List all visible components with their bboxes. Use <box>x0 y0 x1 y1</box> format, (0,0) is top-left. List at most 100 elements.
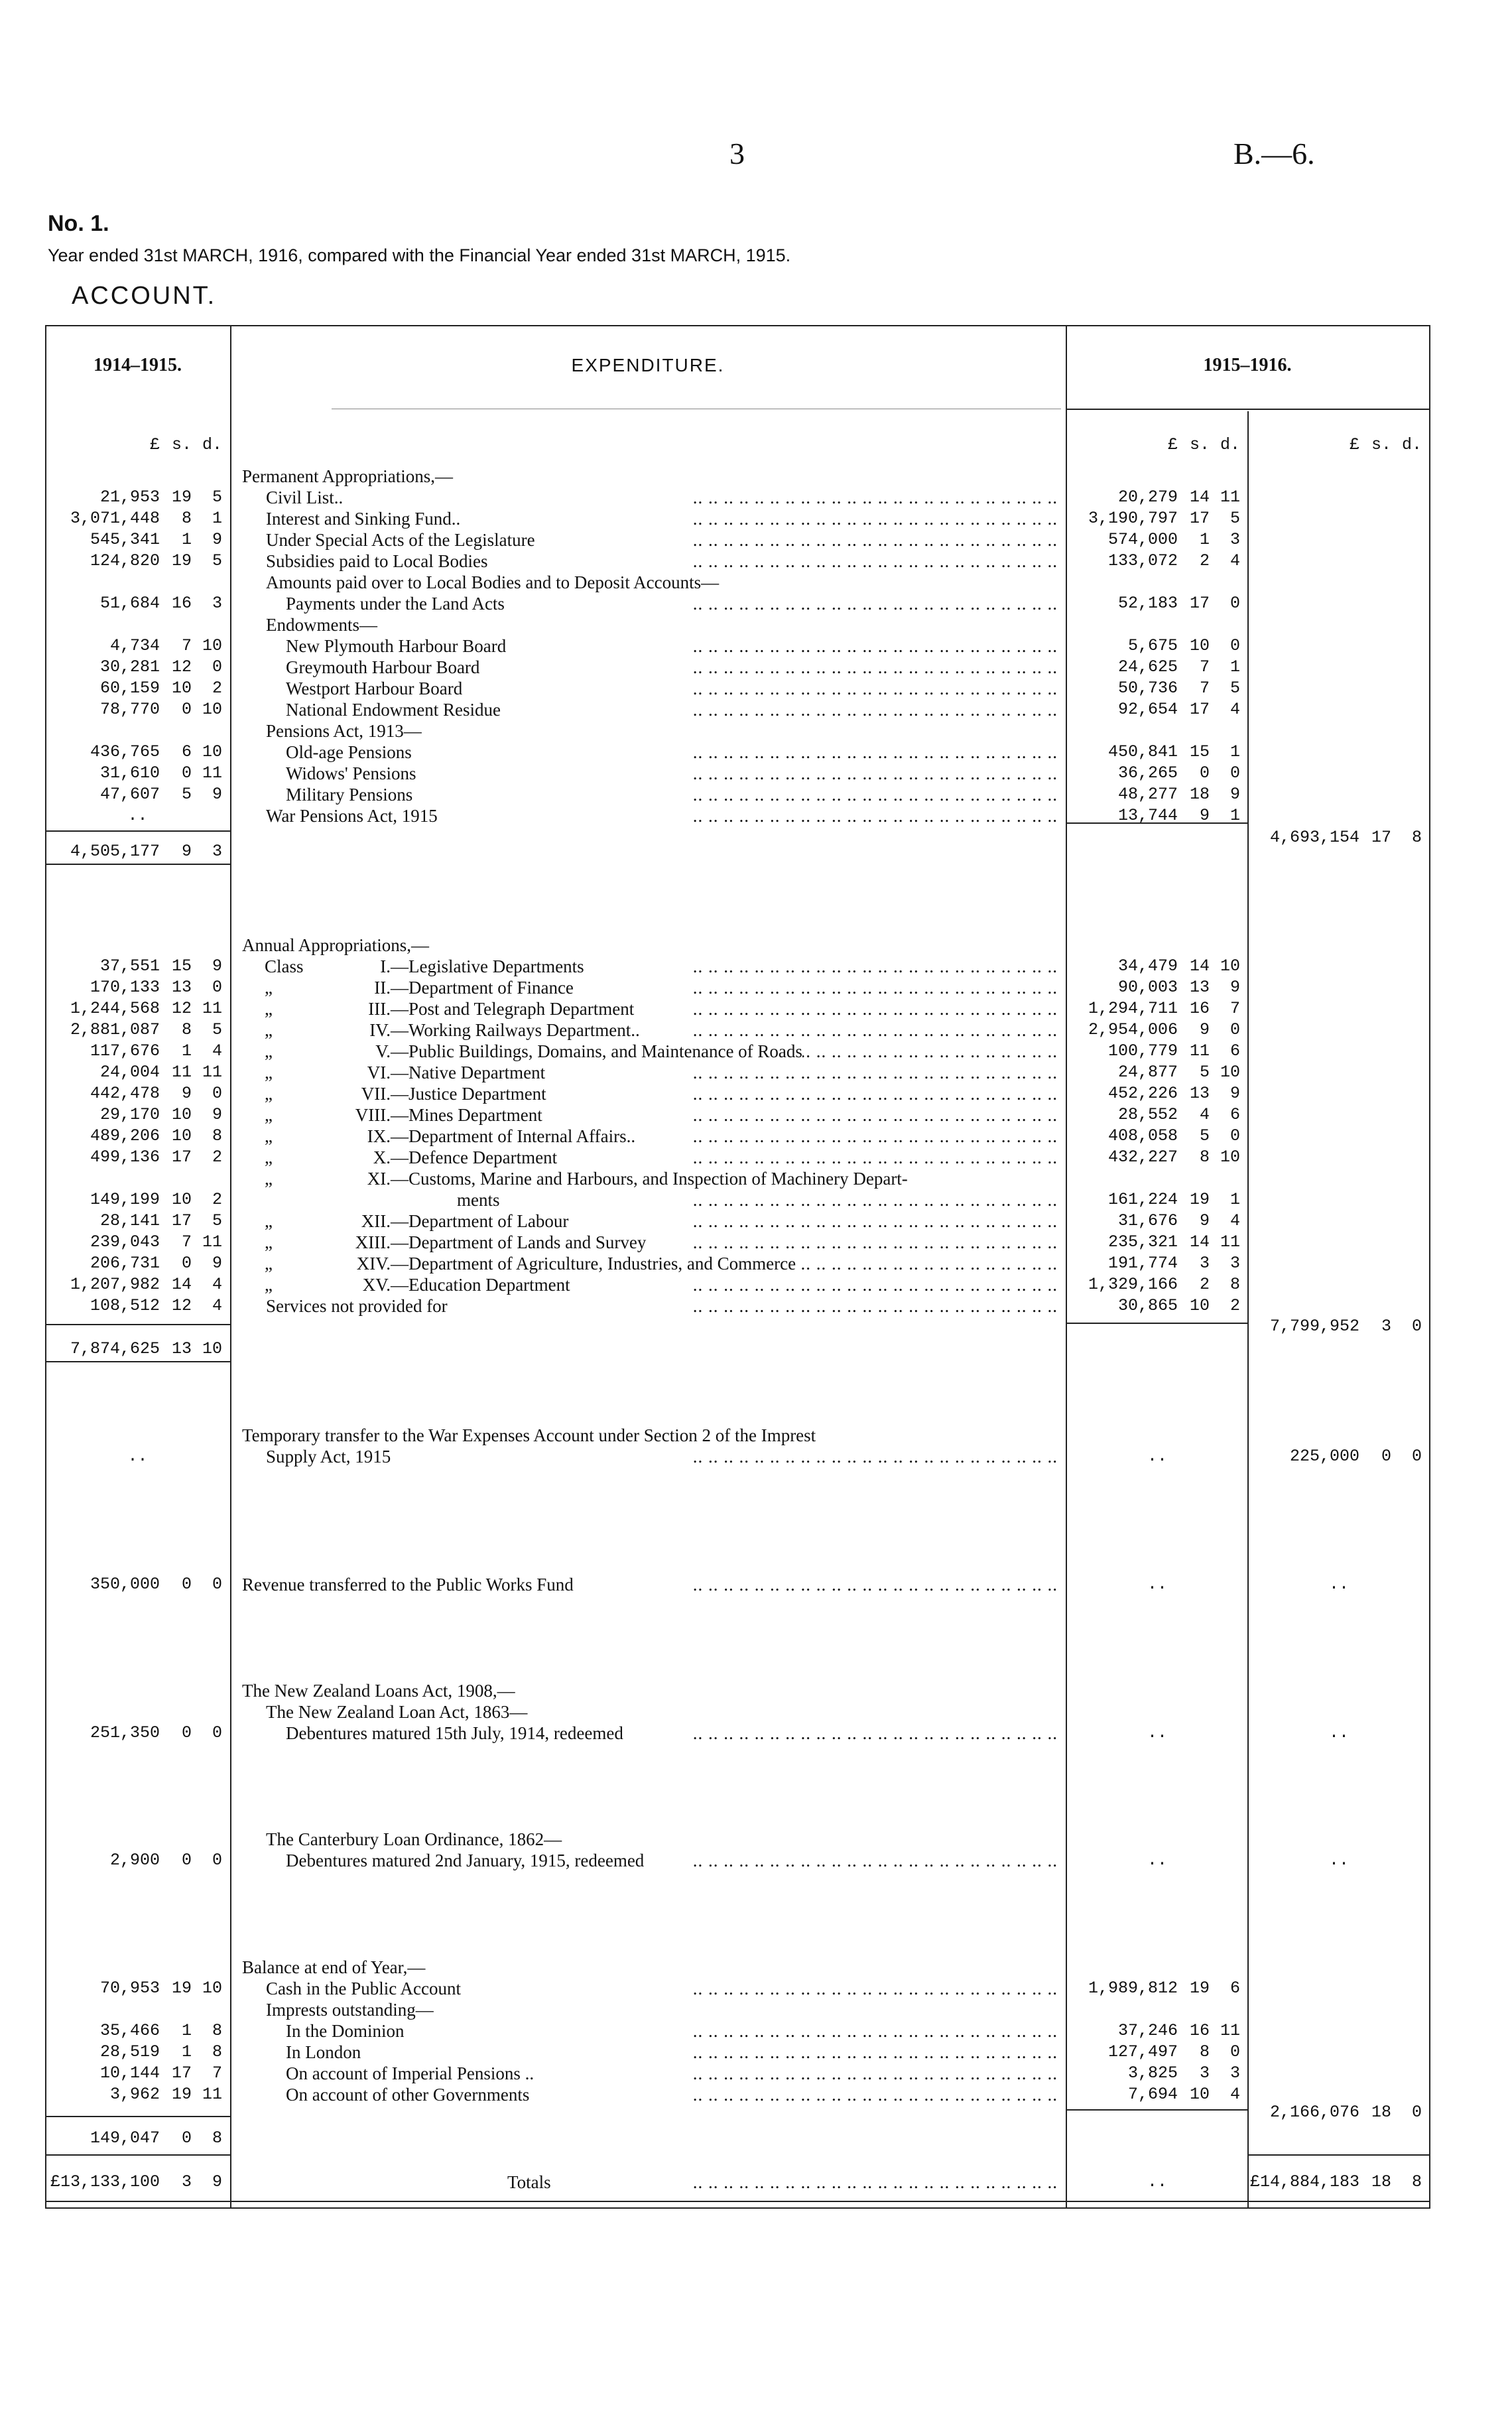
amount-pence: 0 <box>1411 1447 1422 1466</box>
amount-1914-1915: 206,731 0 9 <box>46 1253 229 1274</box>
amount-pounds: 2,900 <box>109 1851 160 1870</box>
amount-pence: 9 <box>212 2172 222 2191</box>
amount-pence: 11 <box>202 1232 222 1252</box>
amount-shillings: 0 <box>181 1575 192 1594</box>
row-label: —Defence Department <box>391 1147 558 1167</box>
pound-label: £ <box>1349 435 1359 454</box>
row-description: Civil List.. .. .. .. .. .. .. .. .. .. .… <box>242 487 1058 508</box>
dot-leader: .. .. .. .. .. .. .. .. .. .. .. .. .. .… <box>692 956 1058 976</box>
amount-pounds: 5,675 <box>1127 636 1178 655</box>
amount-pounds: £14,884,183 <box>1249 2172 1359 2191</box>
row-description: Old-age Pensions .. .. .. .. .. .. .. .. … <box>242 742 1058 763</box>
amount-1915-1916: 24,625 7 1 <box>1068 657 1247 678</box>
row-description: „ II. —Department of Finance .. .. .. .. ..… <box>242 977 1058 998</box>
amount-pounds: 37,246 <box>1117 2021 1178 2040</box>
pound-label: £ <box>149 435 160 454</box>
amount-pounds: 235,321 <box>1107 1232 1178 1252</box>
dot-leader: .. .. .. .. .. .. .. .. .. .. .. .. .. .… <box>692 978 1058 998</box>
amount-shillings: 9 <box>1199 1020 1210 1039</box>
amount-1914-1915: 3,962 19 11 <box>46 2084 229 2105</box>
table-row: 37,551 15 9 Class I. —Legislative Departments… <box>0 956 1512 977</box>
amount-shillings: 1 <box>181 1041 192 1061</box>
table-row: Amounts paid over to Local Bodies and to… <box>0 572 1512 593</box>
divider-cur-total <box>1247 411 1249 2209</box>
amount-shillings: 14 <box>1189 1232 1210 1252</box>
class-prefix: „ <box>265 999 273 1019</box>
amount-pence: 5 <box>212 551 222 570</box>
amount-pence: 0 <box>1229 1020 1240 1039</box>
amount-pence: 3 <box>212 594 222 613</box>
amount-pence: 11 <box>1220 488 1240 507</box>
amount-shillings: 1 <box>181 2021 192 2040</box>
amount-pence: 0 <box>1229 1126 1240 1145</box>
row-description: On account of Imperial Pensions .. .. .. … <box>242 2063 1058 2084</box>
table-row: 28,519 1 8 In London .. .. .. .. .. .. .. ..… <box>0 2042 1512 2063</box>
amount-pence: 10 <box>202 1339 222 1358</box>
class-prefix: „ <box>265 1254 273 1273</box>
amount-shillings: 16 <box>171 594 192 613</box>
amount-pence: 4 <box>212 1296 222 1315</box>
table-row: .. Supply Act, 1915.. .. .. .. .. .. .. .… <box>0 1446 1512 1467</box>
amount-pence: 2 <box>1229 1296 1240 1315</box>
table-row: 60,159 10 2 Westport Harbour Board .. .. .. … <box>0 678 1512 699</box>
table-right-border <box>1429 325 1430 2209</box>
amount-shillings: 0 <box>1199 763 1210 783</box>
row-label: Revenue transferred to the Public Works … <box>242 1575 574 1595</box>
amount-pounds: 35,466 <box>99 2021 160 2040</box>
amount-1914-1915: 239,043 7 11 <box>46 1232 229 1253</box>
amount-1914-1915: 35,466 1 8 <box>46 2020 229 2042</box>
amount-pounds: 4,734 <box>109 636 160 655</box>
bottom-double-rule <box>45 2201 1429 2202</box>
total-1915-1916: .. <box>1249 1723 1428 1744</box>
amount-shillings: 17 <box>171 1147 192 1167</box>
amount-pounds: 52,183 <box>1117 594 1178 613</box>
amount-pounds: 3,825 <box>1127 2063 1178 2083</box>
amount-blank: .. <box>127 1447 148 1466</box>
amount-1914-1915: 350,000 0 0 <box>46 1574 229 1595</box>
amount-pounds: 545,341 <box>90 530 160 549</box>
amount-pence: 9 <box>212 956 222 976</box>
table-row: 545,341 1 9 Under Special Acts of the Legis… <box>0 529 1512 551</box>
amount-1914-1915: 28,141 17 5 <box>46 1210 229 1232</box>
row-description: Annual Appropriations,— <box>242 935 1058 956</box>
amount-1915-1916: 432,227 8 10 <box>1068 1147 1247 1168</box>
amount-pence: 3 <box>1229 530 1240 549</box>
prev-currency-header: £ s. d. <box>46 434 229 456</box>
dot-leader: .. .. .. .. .. .. .. .. .. .. .. .. .. .… <box>692 1275 1058 1295</box>
table-row: 10,144 17 7 On account of Imperial Pensions… <box>0 2063 1512 2084</box>
row-label: —Education Department <box>391 1275 570 1295</box>
dot-leader: .. .. .. .. .. .. .. .. .. .. .. .. .. .… <box>692 1126 1058 1146</box>
class-numeral: III. <box>368 999 391 1019</box>
subtotal-row: 149,047 0 8 <box>0 2128 1512 2149</box>
dot-leader: .. .. .. .. .. .. .. .. .. .. .. .. .. .… <box>692 2063 1058 2083</box>
amount-1915-1916: 191,774 3 3 <box>1068 1253 1247 1274</box>
amount-shillings: 10 <box>1189 636 1210 655</box>
amount-pounds: 2,166,076 <box>1269 2103 1359 2122</box>
amount-pence: 9 <box>212 1254 222 1273</box>
amount-1915-1916: 3,825 3 3 <box>1068 2063 1247 2084</box>
amount-1914-1915: 499,136 17 2 <box>46 1147 229 1168</box>
amount-1915-1916: 235,321 14 11 <box>1068 1232 1247 1253</box>
amount-1914-1915: 24,004 11 11 <box>46 1062 229 1083</box>
table-row: Imprests outstanding— <box>0 1999 1512 2020</box>
amount-shillings: 8 <box>1199 1147 1210 1167</box>
amount-1915-1916: 24,877 5 10 <box>1068 1062 1247 1083</box>
amount-pounds: 489,206 <box>90 1126 160 1145</box>
pence-label: d. <box>1220 435 1240 454</box>
table-row: 499,136 17 2 „ X. —Defence Department .. .. ..… <box>0 1147 1512 1168</box>
table-row: „ XI. —Customs, Marine and Harbours, and I… <box>0 1168 1512 1189</box>
amount-pounds: 4,693,154 <box>1269 828 1359 847</box>
row-label: Subsidies paid to Local Bodies <box>266 551 488 571</box>
class-prefix: „ <box>265 1211 273 1231</box>
subtotal-rule <box>1067 822 1247 824</box>
row-label: The New Zealand Loan Act, 1863— <box>266 1702 528 1722</box>
amount-pounds: 3,962 <box>109 2085 160 2104</box>
class-prefix: „ <box>265 1105 273 1125</box>
amount-pence: 0 <box>1411 1317 1422 1336</box>
class-numeral: V. <box>375 1041 391 1061</box>
account-title: ACCOUNT. <box>72 282 217 310</box>
amount-pence: 5 <box>212 1020 222 1039</box>
row-description: Interest and Sinking Fund.. .. .. .. .. .… <box>242 508 1058 529</box>
amount-shillings: 18 <box>1371 2103 1391 2122</box>
amount-pence: 0 <box>212 1084 222 1103</box>
